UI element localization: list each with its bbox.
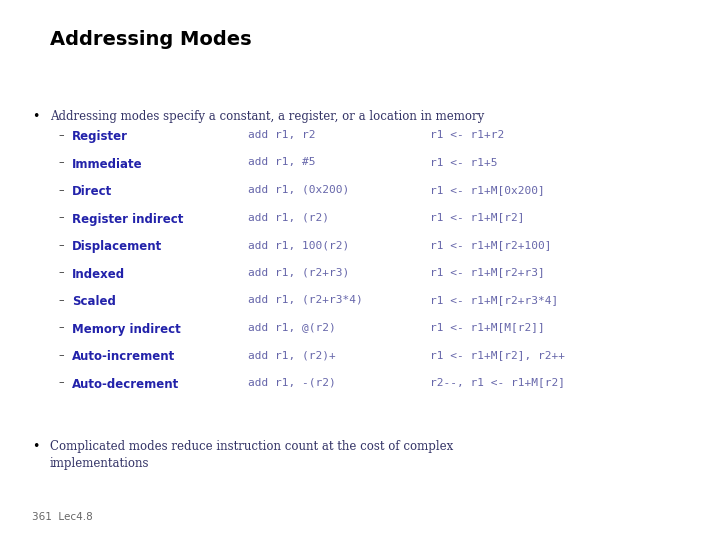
Text: Addressing Modes: Addressing Modes <box>50 30 251 49</box>
Text: r1 <- r1+M[0x200]: r1 <- r1+M[0x200] <box>430 185 545 195</box>
Text: Indexed: Indexed <box>72 267 125 280</box>
Text: add r1, r2: add r1, r2 <box>248 130 315 140</box>
Text: r2--, r1 <- r1+M[r2]: r2--, r1 <- r1+M[r2] <box>430 377 565 388</box>
Text: –: – <box>58 350 63 360</box>
Text: –: – <box>58 377 63 388</box>
Text: r1 <- r1+M[M[r2]]: r1 <- r1+M[M[r2]] <box>430 322 545 333</box>
Text: Addressing modes specify a constant, a register, or a location in memory: Addressing modes specify a constant, a r… <box>50 110 485 123</box>
Text: Direct: Direct <box>72 185 112 198</box>
Text: Auto-increment: Auto-increment <box>72 350 175 363</box>
Text: •: • <box>32 440 40 453</box>
Text: Register: Register <box>72 130 128 143</box>
Text: Memory indirect: Memory indirect <box>72 322 181 335</box>
Text: –: – <box>58 213 63 222</box>
Text: –: – <box>58 240 63 250</box>
Text: add r1, -(r2): add r1, -(r2) <box>248 377 336 388</box>
Text: –: – <box>58 185 63 195</box>
Text: r1 <- r1+5: r1 <- r1+5 <box>430 158 498 167</box>
Text: r1 <- r1+M[r2], r2++: r1 <- r1+M[r2], r2++ <box>430 350 565 360</box>
Text: Register indirect: Register indirect <box>72 213 184 226</box>
Text: add r1, (r2+r3): add r1, (r2+r3) <box>248 267 349 278</box>
Text: add r1, (r2+r3*4): add r1, (r2+r3*4) <box>248 295 363 305</box>
Text: Auto-decrement: Auto-decrement <box>72 377 179 390</box>
Text: add r1, 100(r2): add r1, 100(r2) <box>248 240 349 250</box>
Text: Complicated modes reduce instruction count at the cost of complex
implementation: Complicated modes reduce instruction cou… <box>50 440 454 470</box>
Text: –: – <box>58 267 63 278</box>
Text: add r1, @(r2): add r1, @(r2) <box>248 322 336 333</box>
Text: r1 <- r1+r2: r1 <- r1+r2 <box>430 130 504 140</box>
Text: Immediate: Immediate <box>72 158 143 171</box>
Text: add r1, (r2): add r1, (r2) <box>248 213 329 222</box>
Text: 361  Lec4.8: 361 Lec4.8 <box>32 512 93 522</box>
Text: –: – <box>58 322 63 333</box>
Text: add r1, (0x200): add r1, (0x200) <box>248 185 349 195</box>
Text: Displacement: Displacement <box>72 240 162 253</box>
Text: Scaled: Scaled <box>72 295 116 308</box>
Text: •: • <box>32 110 40 123</box>
Text: add r1, #5: add r1, #5 <box>248 158 315 167</box>
Text: add r1, (r2)+: add r1, (r2)+ <box>248 350 336 360</box>
Text: r1 <- r1+M[r2+100]: r1 <- r1+M[r2+100] <box>430 240 552 250</box>
Text: r1 <- r1+M[r2]: r1 <- r1+M[r2] <box>430 213 524 222</box>
Text: –: – <box>58 158 63 167</box>
Text: r1 <- r1+M[r2+r3]: r1 <- r1+M[r2+r3] <box>430 267 545 278</box>
Text: –: – <box>58 130 63 140</box>
Text: r1 <- r1+M[r2+r3*4]: r1 <- r1+M[r2+r3*4] <box>430 295 558 305</box>
Text: –: – <box>58 295 63 305</box>
